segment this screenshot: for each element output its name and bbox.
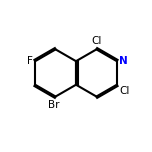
- Text: Br: Br: [48, 100, 60, 110]
- Text: Cl: Cl: [119, 86, 130, 96]
- Text: Cl: Cl: [92, 36, 102, 46]
- Text: F: F: [27, 56, 33, 66]
- Text: N: N: [119, 56, 128, 66]
